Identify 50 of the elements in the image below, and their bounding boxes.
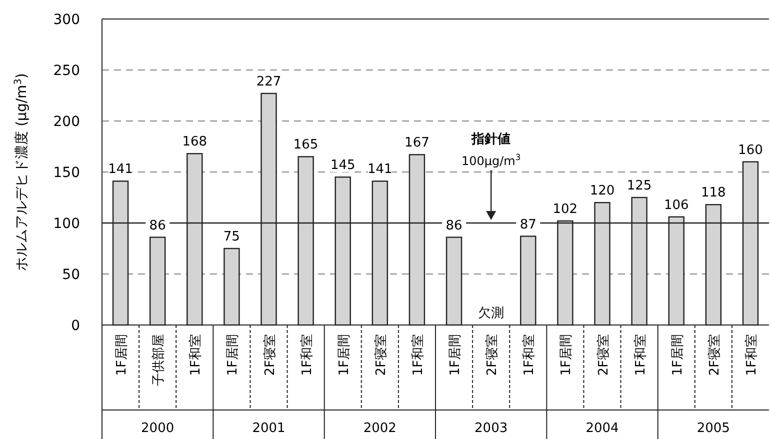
y-tick-label: 150 xyxy=(53,165,80,181)
y-tick-label: 300 xyxy=(53,12,80,28)
data-label: 106 xyxy=(664,198,689,213)
annotation: 欠測 xyxy=(478,306,504,321)
data-label: 102 xyxy=(552,202,578,217)
y-tick-label: 100 xyxy=(53,216,80,232)
y-tick-label: 0 xyxy=(71,318,80,334)
x-tick-label: 2F寝室 xyxy=(262,334,278,376)
x-tick-label: 1F和室 xyxy=(632,334,648,376)
data-label: 86 xyxy=(149,218,166,234)
data-label: 160 xyxy=(738,142,763,158)
text: 2000 xyxy=(141,421,174,436)
y-tick-label: 200 xyxy=(53,114,80,130)
x-tick-label: 子供部屋 xyxy=(152,334,167,386)
data-label: 120 xyxy=(590,184,615,199)
data-label: 141 xyxy=(368,162,392,178)
y-tick-label: 50 xyxy=(62,267,80,283)
data-label: 165 xyxy=(293,138,318,153)
x-tick-label: 2F寝室 xyxy=(595,334,612,376)
x-tick-label: 2F寝室 xyxy=(484,334,500,376)
ref-line-label: 指針値 100μg/m$^{3}$ xyxy=(461,132,521,168)
text: 2004 xyxy=(586,421,619,436)
x-tick-label: 1F居間 xyxy=(114,334,130,376)
text: 2003 xyxy=(474,421,508,436)
data-label: 168 xyxy=(182,134,208,150)
y-tick-label: 250 xyxy=(53,63,80,79)
x-tick-label: 1F和室 xyxy=(298,334,315,376)
data-label: 141 xyxy=(108,162,133,178)
x-tick-label: 1F居間 xyxy=(336,334,352,376)
x-tick-label: 1F和室 xyxy=(410,334,426,376)
x-tick-label: 1F和室 xyxy=(188,334,204,376)
x-tick-label: 1F居間 xyxy=(448,334,464,376)
data-label: 167 xyxy=(404,136,430,151)
x-tick-label: 1F居間 xyxy=(670,334,686,376)
x-tick-label: 1F居間 xyxy=(559,334,574,376)
text: 2001 xyxy=(252,421,286,436)
x-tick-label: 2F寝室 xyxy=(372,334,389,376)
data-label: 125 xyxy=(626,178,652,194)
data-label: 227 xyxy=(256,74,282,90)
x-tick-label: 1F和室 xyxy=(521,334,538,376)
data-label: 145 xyxy=(330,158,356,174)
x-tick-label: 1F居間 xyxy=(226,334,241,376)
x-tick-label: 1F和室 xyxy=(743,334,760,376)
text: 2002 xyxy=(363,421,396,436)
data-label: 87 xyxy=(520,217,536,232)
x-tick-label: 2F寝室 xyxy=(706,334,722,376)
data-label: 118 xyxy=(701,186,726,201)
data-label: 86 xyxy=(446,218,462,234)
data-label: 75 xyxy=(223,230,240,244)
text: 2005 xyxy=(696,421,730,436)
